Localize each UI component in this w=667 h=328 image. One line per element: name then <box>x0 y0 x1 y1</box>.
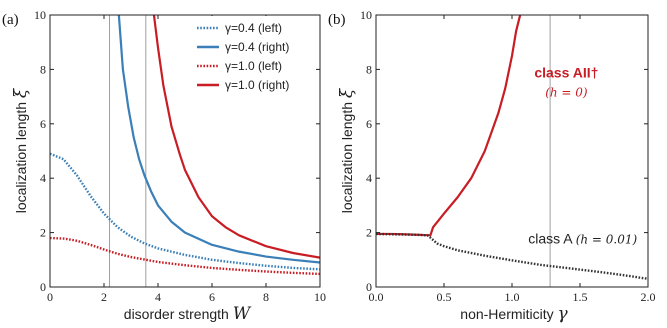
panel-label: (b) <box>328 12 346 28</box>
panel-b: 0.0 0.5 1.0 1.5 2.0 0 2 4 6 8 10 non-Hermiticity γ l… <box>328 8 656 324</box>
class-aii-dagger-condition: (h = 0) <box>545 86 588 100</box>
y-tick-label: 8 <box>40 62 46 76</box>
plot-area <box>50 15 320 276</box>
x-tick-label: 0.5 <box>437 290 452 304</box>
legend: γ=0.4 (left) γ=0.4 (right) γ=1.0 (left) γ=1… <box>193 16 313 96</box>
y-tick-label: 2 <box>366 226 372 240</box>
series-line-1 <box>117 15 320 264</box>
x-axis-label-symbol: γ <box>558 304 569 324</box>
series-line-3 <box>152 15 320 259</box>
y-axis-label: localization length ξ <box>337 87 357 213</box>
x-tick-label: 1.0 <box>505 290 520 304</box>
x-tick-label: 0 <box>47 290 53 304</box>
y-tick-label: 2 <box>40 226 46 240</box>
x-axis-label: disorder strength W <box>124 304 252 324</box>
x-axis-label: non-Hermiticity γ <box>460 304 568 324</box>
y-tick-label: 0 <box>40 280 46 294</box>
x-axis-label-text: disorder strength <box>124 306 233 322</box>
legend-bg <box>193 16 313 96</box>
y-axis-label-text: localization length <box>13 98 29 213</box>
x-tick-label: 8 <box>263 290 269 304</box>
legend-entry: γ=1.0 (right) <box>225 78 289 92</box>
x-axis-label-symbol: W <box>233 304 252 324</box>
x-tick-label: 6 <box>209 290 215 304</box>
y-axis-label: localization length ξ <box>11 87 31 213</box>
legend-entry: γ=1.0 (left) <box>225 59 282 73</box>
y-axis-label-symbol: ξ <box>11 87 31 98</box>
x-tick-label: 2.0 <box>641 290 656 304</box>
x-tick-label: 0.0 <box>369 290 384 304</box>
y-tick-label: 6 <box>366 117 372 131</box>
series-line-0 <box>376 15 522 237</box>
class-a-text: class A <box>528 230 575 246</box>
y-tick-label: 10 <box>360 8 372 22</box>
class-aii-dagger-label: class AII† <box>534 65 598 81</box>
class-a-condition: (h = 0.01) <box>576 232 638 246</box>
axes-frame <box>49 14 321 288</box>
panel-label: (a) <box>2 12 19 28</box>
series-line-2 <box>50 236 320 276</box>
y-tick-label: 4 <box>366 171 372 185</box>
x-tick-label: 4 <box>155 290 161 304</box>
y-tick-label: 10 <box>34 8 46 22</box>
y-axis-label-symbol: ξ <box>337 87 357 98</box>
legend-entry: γ=0.4 (right) <box>225 40 289 54</box>
y-tick-label: 4 <box>40 171 46 185</box>
x-tick-label: 10 <box>314 290 326 304</box>
x-tick-label: 1.5 <box>573 290 588 304</box>
plot-area <box>376 15 648 281</box>
x-axis-label-text: non-Hermiticity <box>460 306 557 322</box>
y-tick-label: 0 <box>366 280 372 294</box>
x-tick-label: 2 <box>101 290 107 304</box>
class-a-label: class A (h = 0.01) <box>528 230 637 246</box>
y-tick-label: 6 <box>40 117 46 131</box>
legend-entry: γ=0.4 (left) <box>225 21 282 35</box>
y-axis-label-text: localization length <box>339 98 355 213</box>
y-tick-label: 8 <box>366 62 372 76</box>
